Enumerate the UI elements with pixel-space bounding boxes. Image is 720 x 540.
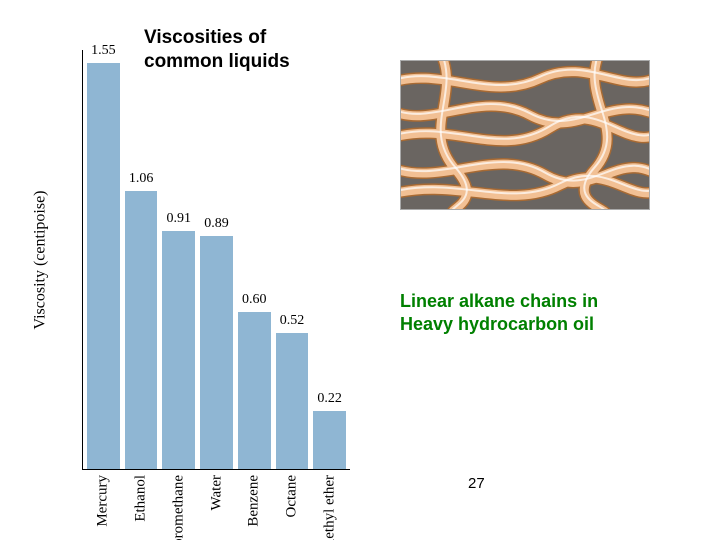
bar: 0.89Water <box>200 236 233 469</box>
bar-label: Tetrachloromethane <box>170 475 187 540</box>
bar-value: 0.22 <box>317 391 342 407</box>
bar-value: 1.06 <box>129 171 154 187</box>
bar-label: Water <box>208 475 225 510</box>
bar-label: Octane <box>283 475 300 517</box>
bar-label: Ethanol <box>133 475 150 522</box>
page-number: 27 <box>468 475 485 492</box>
bar-label: Benzene <box>246 475 263 527</box>
bar: 0.22Diethyl ether <box>313 411 346 469</box>
alkane-chains-illustration <box>400 60 650 210</box>
bar: 1.06Ethanol <box>125 191 158 469</box>
y-axis-label-container: Viscosity (centipoise) <box>30 50 50 470</box>
bar-value: 1.55 <box>91 43 116 59</box>
bars-container: 1.55Mercury1.06Ethanol0.91Tetrachloromet… <box>83 50 350 469</box>
bar-value: 0.89 <box>204 216 229 232</box>
bar: 0.52Octane <box>276 333 309 469</box>
bar: 0.91Tetrachloromethane <box>162 231 195 469</box>
bar-label: Mercury <box>95 475 112 527</box>
bar: 1.55Mercury <box>87 63 120 469</box>
bar-value: 0.91 <box>167 211 192 227</box>
bar-value: 0.52 <box>280 313 305 329</box>
bar: 0.60Benzene <box>238 312 271 469</box>
alkane-caption: Linear alkane chains in Heavy hydrocarbo… <box>400 290 598 335</box>
y-axis-label: Viscosity (centipoise) <box>31 190 49 329</box>
bar-value: 0.60 <box>242 292 267 308</box>
plot-area: 1.55Mercury1.06Ethanol0.91Tetrachloromet… <box>82 50 350 470</box>
viscosity-bar-chart: Viscosity (centipoise) 1.55Mercury1.06Et… <box>60 50 350 470</box>
bar-label: Diethyl ether <box>321 475 338 540</box>
